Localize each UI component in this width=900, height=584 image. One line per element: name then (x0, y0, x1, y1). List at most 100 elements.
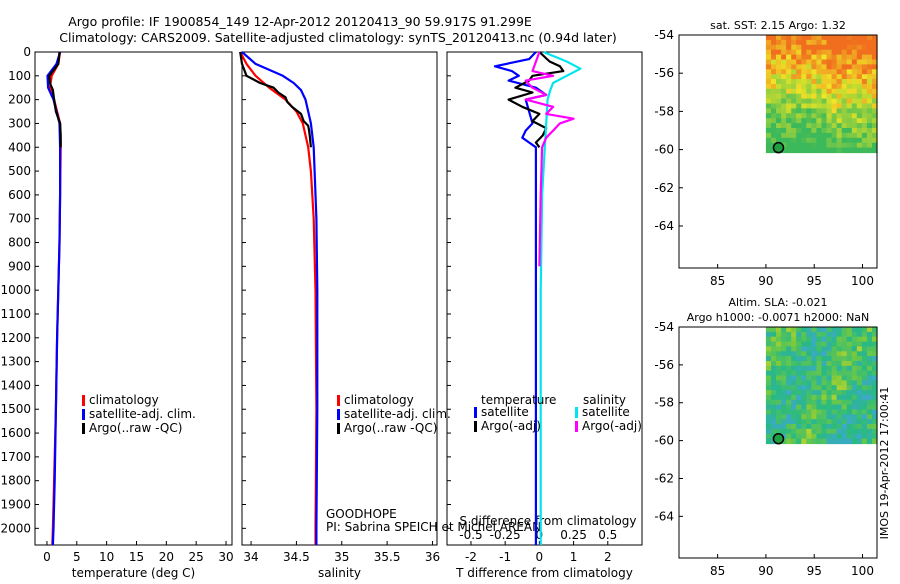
map-cell (846, 118, 853, 124)
map-cell (872, 59, 878, 65)
map-cell (861, 438, 868, 445)
map-cell (856, 103, 863, 109)
depth-tick-label: 1100 (0, 307, 31, 321)
temperature-x-tick-label: 15 (129, 550, 144, 564)
map-cell (866, 64, 873, 70)
map-cell (801, 123, 807, 129)
map-cell (861, 351, 868, 357)
map-cell (791, 424, 797, 430)
map-cell (836, 424, 843, 430)
map-cell (786, 375, 792, 381)
map-cell (781, 69, 787, 75)
map-cell (836, 108, 843, 114)
map-cell (816, 83, 822, 90)
map-cell (806, 346, 812, 352)
map-cell (786, 331, 792, 338)
map-cell (866, 147, 873, 154)
map-cell (856, 64, 863, 70)
map-cell (866, 35, 873, 41)
map-cell (851, 419, 858, 425)
map-cell (776, 74, 782, 80)
map-cell (771, 380, 777, 386)
map-cell (776, 79, 782, 85)
map-cell (831, 69, 838, 75)
map-cell (765, 88, 772, 95)
difference-x-tick-label: -2 (465, 550, 477, 564)
map-cell (786, 49, 792, 56)
map-cell (786, 123, 792, 129)
map-cell (872, 361, 878, 367)
map-cell (861, 39, 868, 46)
map-cell (811, 54, 817, 61)
map-cell (831, 428, 838, 435)
map-cell (836, 137, 843, 144)
map-cell (851, 54, 858, 61)
map-cell (856, 123, 863, 129)
map-cell (771, 118, 777, 124)
map-cell (796, 351, 802, 357)
map-cell (836, 49, 843, 56)
map-cell (796, 79, 802, 85)
map-cell (811, 113, 817, 119)
map-cell (831, 327, 838, 333)
map-cell (826, 414, 833, 420)
map-cell (806, 433, 812, 440)
map-cell (836, 404, 843, 411)
map-cell (791, 331, 797, 338)
map-cell (866, 409, 873, 415)
map-cell (781, 336, 787, 343)
map-cell (796, 142, 802, 149)
map-cell (806, 419, 812, 425)
map-cell (801, 137, 807, 144)
map-cell (872, 142, 878, 149)
map-cell (831, 370, 838, 377)
map-cell (846, 356, 853, 362)
map-cell (841, 404, 848, 411)
map-cell (796, 35, 802, 41)
map-cell (776, 49, 782, 56)
map-cell (771, 419, 777, 425)
map-cell (765, 414, 772, 420)
map-cell (872, 113, 878, 119)
map-cell (781, 365, 787, 372)
map-cell (781, 327, 787, 333)
map-cell (826, 83, 833, 90)
map-cell (836, 438, 843, 445)
map-cell (765, 433, 772, 440)
map-cell (781, 83, 787, 90)
map-cell (801, 44, 807, 51)
depth-tick-label: 700 (8, 212, 31, 226)
map-cell (831, 404, 838, 411)
map-cell (821, 409, 828, 415)
map-cell (816, 108, 822, 114)
map-cell (765, 365, 772, 372)
map-cell (816, 428, 822, 435)
map-cell (801, 93, 807, 100)
map-cell (846, 399, 853, 406)
salinity-panel: 34 34.5 35 35.5 36salinityclimatologysatelli… (239, 51, 541, 580)
project-name: GOODHOPE (326, 507, 397, 521)
map-cell (856, 365, 863, 372)
map-cell (811, 409, 817, 415)
map-cell (765, 44, 772, 51)
map-cell (836, 88, 843, 95)
map-cell (872, 336, 878, 343)
map-cell (765, 147, 772, 154)
map-cell (816, 93, 822, 100)
map-cell (861, 346, 868, 352)
map-cell (801, 83, 807, 90)
map-cell (796, 361, 802, 367)
map-cell (765, 142, 772, 149)
map-cell (776, 35, 782, 41)
map-cell (796, 365, 802, 372)
map-cell (831, 103, 838, 109)
difference-top-tick-label: 0.5 (598, 528, 617, 542)
map-cell (791, 113, 797, 119)
map-cell (781, 433, 787, 440)
map-cell (831, 438, 838, 445)
map-cell (806, 132, 812, 139)
map-cell (781, 346, 787, 352)
map-cell (872, 98, 878, 105)
map-cell (765, 113, 772, 119)
map-cell (806, 74, 812, 80)
